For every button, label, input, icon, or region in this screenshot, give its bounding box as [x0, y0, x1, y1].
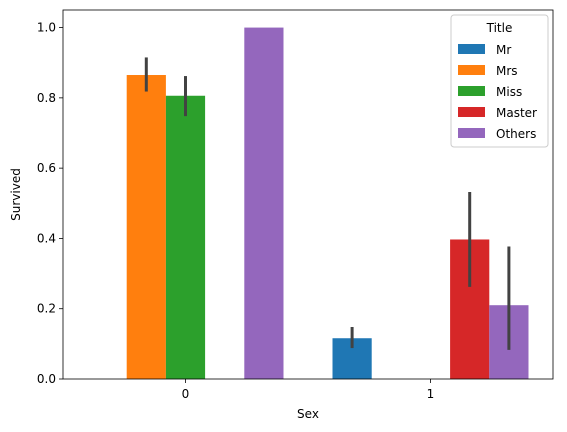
- y-tick-label: 0.4: [37, 231, 56, 245]
- y-tick-label: 0.2: [37, 302, 56, 316]
- x-axis-label: Sex: [297, 407, 319, 421]
- legend: Title Mr Mrs Miss Master Others: [450, 14, 549, 148]
- y-tick-label: 1.0: [37, 21, 56, 35]
- legend-swatch-mrs: [458, 65, 485, 75]
- bar-others-0: [244, 27, 284, 379]
- legend-label-miss: Miss: [496, 85, 522, 99]
- bar-mrs-0: [126, 75, 166, 379]
- error-bars-layer: [144, 57, 511, 350]
- y-tick-label: 0.8: [37, 91, 56, 105]
- y-tick-label: 0.6: [37, 161, 56, 175]
- legend-label-master: Master: [496, 106, 537, 120]
- y-axis-label: Survived: [9, 168, 23, 221]
- y-tick-label: 0.0: [37, 372, 56, 386]
- legend-swatch-miss: [458, 86, 485, 96]
- y-axis: 0.0 0.2 0.4 0.6 0.8 1.0: [37, 21, 63, 386]
- plot-frame: [62, 9, 554, 380]
- legend-label-mr: Mr: [496, 43, 511, 57]
- bar-miss-0: [165, 95, 206, 380]
- x-tick-label: 1: [427, 387, 435, 401]
- legend-label-others: Others: [496, 127, 536, 141]
- legend-swatch-mr: [458, 44, 485, 54]
- legend-swatch-others: [458, 128, 485, 138]
- x-tick-label: 0: [182, 387, 190, 401]
- legend-label-mrs: Mrs: [496, 64, 518, 78]
- legend-title: Title: [486, 21, 513, 35]
- legend-swatch-master: [458, 107, 485, 117]
